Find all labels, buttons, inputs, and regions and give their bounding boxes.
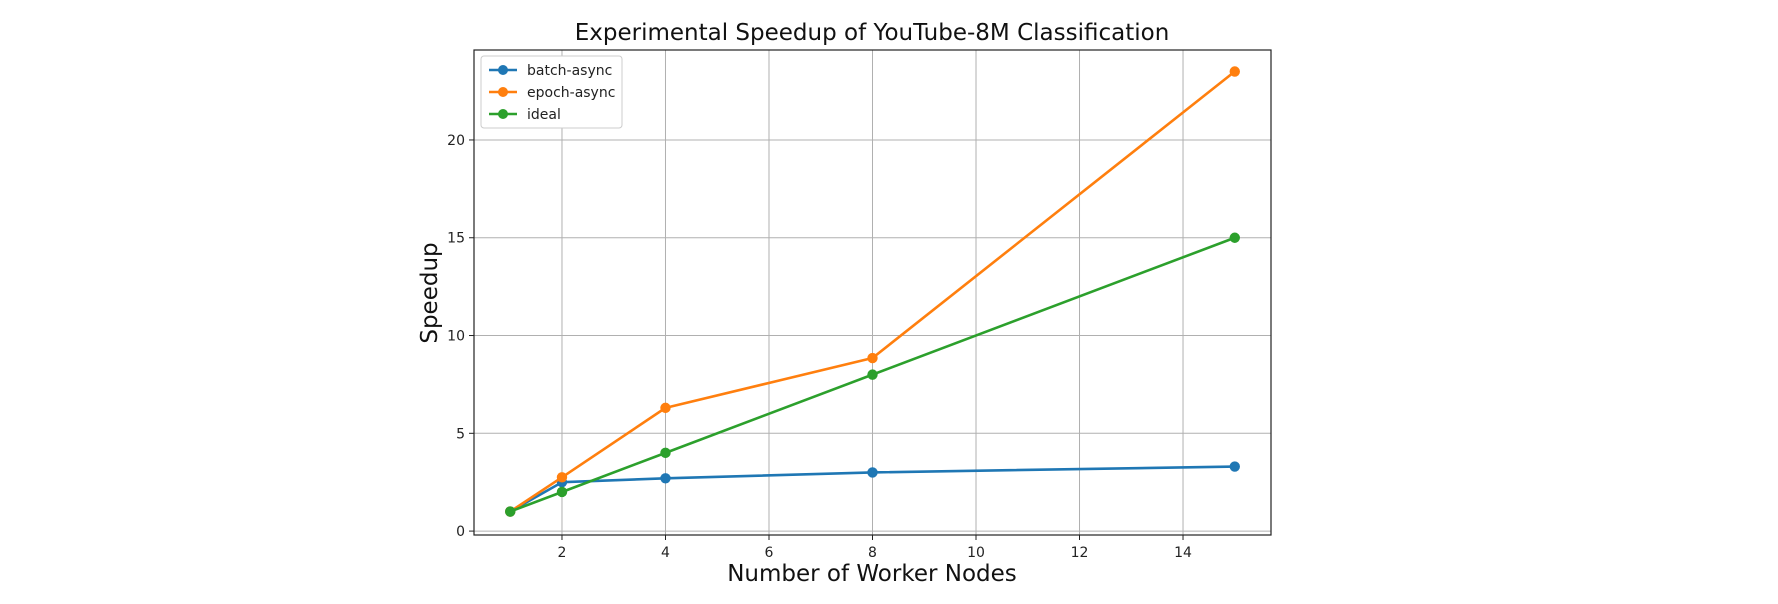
data-point-ideal: [556, 486, 568, 498]
legend-label: batch-async: [527, 63, 612, 79]
x-tick-label: 2: [558, 545, 567, 561]
x-tick-label: 14: [1174, 545, 1192, 561]
data-point-epoch-async: [1229, 66, 1240, 77]
y-tick-label: 20: [447, 133, 465, 149]
series-ideal: [505, 232, 1240, 517]
data-point-epoch-async: [867, 352, 878, 364]
legend-label: epoch-async: [527, 85, 615, 101]
legend: batch-async epoch-async ideal: [480, 55, 623, 129]
data-point-ideal: [867, 369, 878, 380]
data-point-ideal: [1229, 232, 1240, 243]
legend-box: [480, 55, 623, 129]
x-tick-label: 4: [661, 545, 670, 561]
legend-item-epoch-async: epoch-async: [489, 85, 615, 101]
y-axis-label: Speedup: [417, 242, 443, 343]
legend-item-batch-async: batch-async: [489, 63, 612, 79]
data-point-batch-async: [867, 467, 878, 478]
legend-item-ideal: ideal: [489, 107, 561, 123]
x-tick-label: 6: [765, 545, 774, 561]
x-tick-label: 8: [868, 545, 877, 561]
data-point-epoch-async: [556, 472, 568, 483]
chart-title: Experimental Speedup of YouTube-8M Class…: [575, 20, 1170, 46]
data-point-batch-async: [1229, 461, 1240, 472]
y-tick-label: 0: [456, 524, 465, 540]
y-tick-label: 15: [447, 231, 465, 247]
series-layer: [505, 66, 1240, 517]
ticks: 2 4 6 8 10 12 14 0 5 10 15 20: [447, 133, 1192, 561]
legend-marker: [498, 65, 508, 75]
data-point-ideal: [660, 447, 671, 459]
data-point-ideal: [505, 506, 516, 517]
legend-marker: [498, 109, 508, 119]
y-tick-label: 5: [456, 426, 465, 442]
data-point-epoch-async: [660, 402, 671, 414]
data-point-batch-async: [660, 473, 671, 484]
y-tick-label: 10: [447, 329, 465, 345]
x-axis-label: Number of Worker Nodes: [727, 561, 1017, 587]
legend-marker: [498, 87, 508, 97]
grid: [474, 50, 1271, 535]
legend-label: ideal: [527, 107, 561, 123]
x-tick-label: 10: [967, 545, 985, 561]
x-tick-label: 12: [1071, 545, 1089, 561]
